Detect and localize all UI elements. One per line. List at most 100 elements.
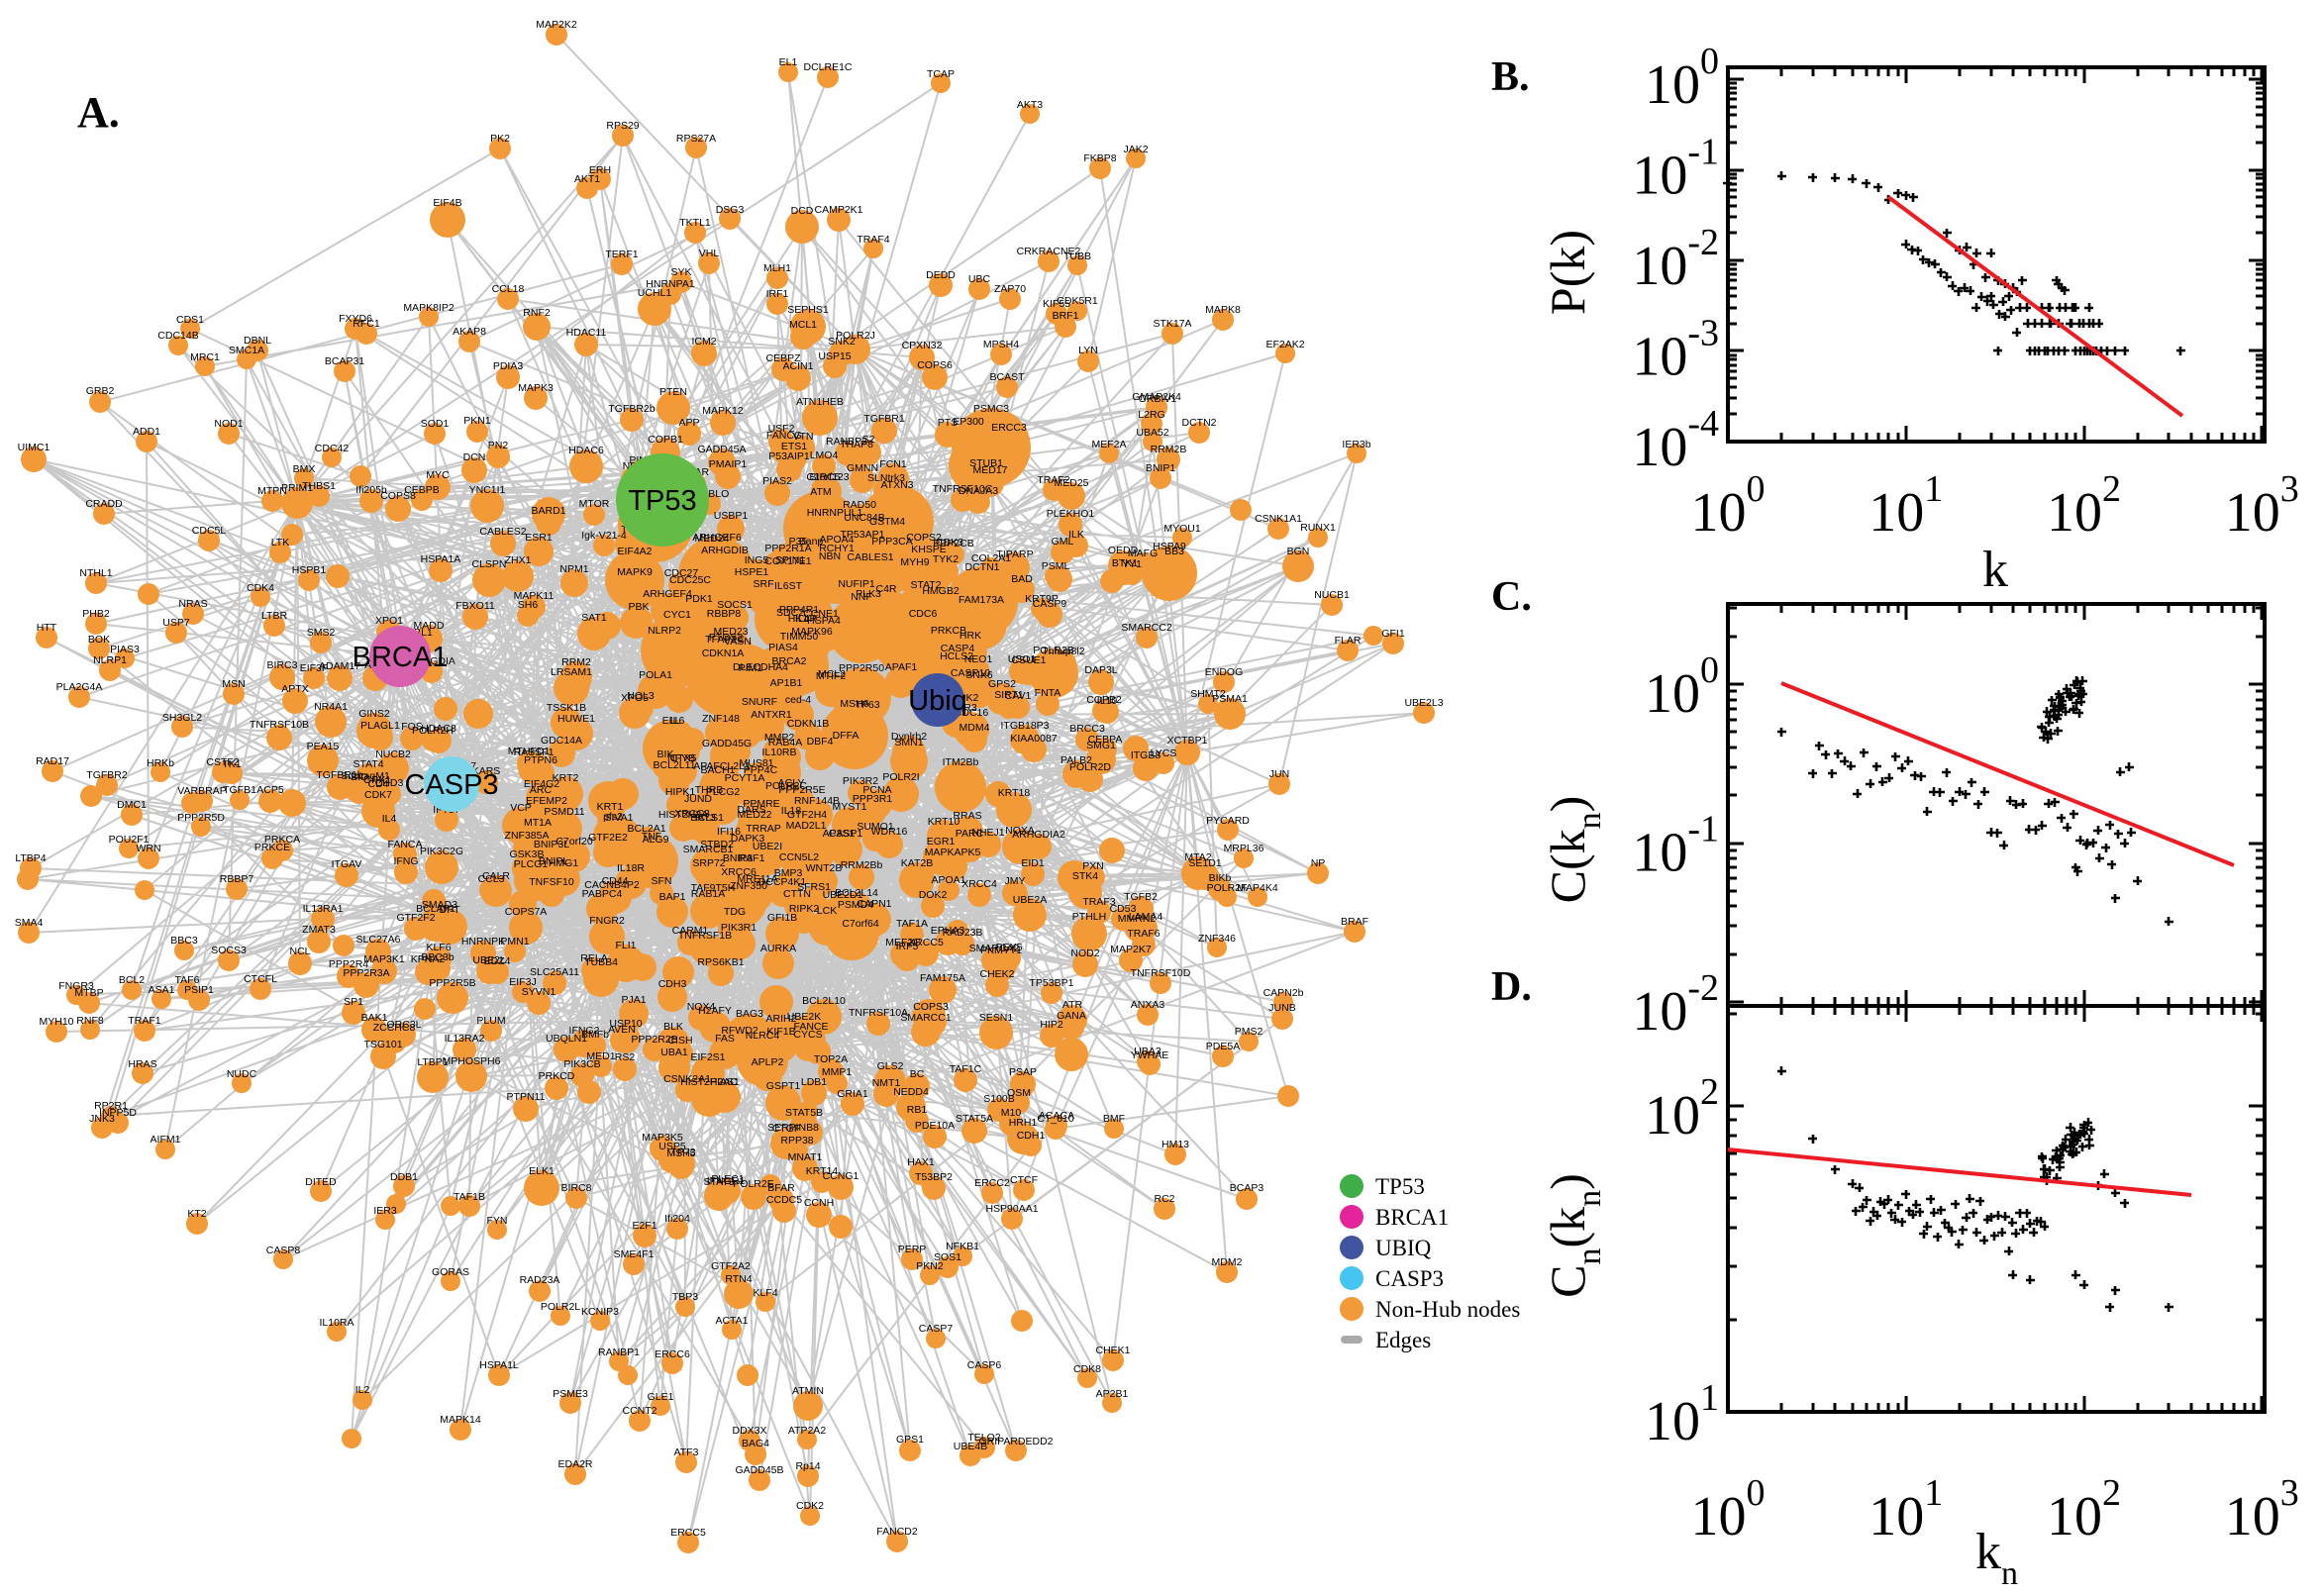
svg-text:INPP5D: INPP5D — [99, 1107, 137, 1119]
svg-text:ARHGDIB: ARHGDIB — [701, 545, 749, 556]
svg-text:UBA3: UBA3 — [1134, 1046, 1162, 1057]
svg-text:PMN1: PMN1 — [500, 936, 529, 948]
svg-text:BCAP31: BCAP31 — [325, 355, 364, 367]
svg-text:CCNE1: CCNE1 — [803, 608, 839, 620]
svg-text:MYH10: MYH10 — [39, 1016, 73, 1028]
svg-text:HM13: HM13 — [1162, 1139, 1189, 1150]
svg-text:COPS6: COPS6 — [917, 359, 953, 371]
svg-text:CDK7: CDK7 — [364, 789, 392, 801]
svg-text:PPP3CA: PPP3CA — [871, 536, 912, 548]
svg-text:CTCF: CTCF — [1010, 1174, 1038, 1186]
svg-text:S100B: S100B — [983, 1093, 1015, 1105]
svg-text:CAPN1: CAPN1 — [857, 898, 891, 910]
svg-text:HMG1: HMG1 — [549, 857, 578, 869]
svg-text:PIK3C2G: PIK3C2G — [420, 846, 463, 857]
svg-text:C7orf20: C7orf20 — [556, 836, 593, 848]
svg-text:TNFSF10: TNFSF10 — [529, 876, 574, 888]
svg-text:ARHGEF4: ARHGEF4 — [643, 588, 692, 600]
svg-text:MUS81: MUS81 — [739, 757, 773, 769]
svg-text:PBK: PBK — [628, 601, 649, 613]
svg-text:POLR2D: POLR2D — [1069, 761, 1111, 773]
svg-text:SMS2: SMS2 — [307, 627, 336, 639]
svg-text:EIF4G2: EIF4G2 — [524, 778, 559, 790]
svg-text:NBN: NBN — [819, 550, 841, 562]
svg-text:IFNGR1: IFNGR1 — [707, 1175, 746, 1187]
svg-text:BNIP3L: BNIP3L — [534, 839, 569, 850]
svg-text:CDC42: CDC42 — [315, 443, 350, 454]
svg-text:TAF1A: TAF1A — [896, 918, 928, 930]
svg-text:RRAS: RRAS — [953, 810, 981, 822]
svg-text:DAP3L: DAP3L — [1084, 664, 1117, 676]
svg-text:VTN: VTN — [793, 431, 814, 443]
svg-text:TGFBR1: TGFBR1 — [863, 413, 905, 425]
svg-text:CYCS: CYCS — [793, 1029, 822, 1041]
svg-text:DCTN2: DCTN2 — [1181, 417, 1216, 429]
svg-text:FNGR2: FNGR2 — [589, 915, 625, 927]
svg-text:ILK: ILK — [1068, 529, 1084, 541]
svg-text:KRT9P: KRT9P — [1025, 593, 1059, 605]
svg-text:PEX5: PEX5 — [996, 942, 1023, 953]
svg-text:RRM2: RRM2 — [561, 656, 591, 668]
svg-text:BRF1: BRF1 — [1053, 310, 1079, 322]
svg-text:MSH6: MSH6 — [840, 698, 868, 710]
svg-text:TP53: TP53 — [1375, 1174, 1425, 1199]
svg-text:MTBP: MTBP — [74, 987, 103, 999]
svg-text:XRCC6: XRCC6 — [721, 866, 757, 878]
svg-text:PSAP: PSAP — [1009, 1066, 1037, 1078]
svg-text:YNC1I1: YNC1I1 — [469, 484, 506, 496]
svg-text:PKMYT1: PKMYT1 — [980, 945, 1022, 956]
svg-text:PPP2R50: PPP2R50 — [839, 662, 884, 674]
svg-text:UBE2D1: UBE2D1 — [823, 889, 863, 901]
svg-text:ELL: ELL — [662, 715, 681, 727]
svg-text:BCLAF1: BCLAF1 — [416, 903, 455, 915]
svg-text:MADD: MADD — [414, 620, 445, 632]
svg-text:RAB4A: RAB4A — [768, 737, 802, 748]
svg-text:L2RG: L2RG — [1138, 409, 1164, 421]
svg-text:TRAF4: TRAF4 — [857, 234, 889, 246]
svg-text:SLC25A11: SLC25A11 — [530, 966, 579, 978]
svg-text:HRK: HRK — [960, 630, 981, 642]
svg-text:FNGR3: FNGR3 — [58, 980, 94, 992]
svg-text:TGFBR2b: TGFBR2b — [608, 403, 655, 415]
svg-text:MNAT1: MNAT1 — [788, 1151, 823, 1163]
svg-text:MCL2: MCL2 — [818, 668, 846, 680]
svg-text:IL13RA2: IL13RA2 — [445, 1033, 485, 1045]
svg-text:DAPK3: DAPK3 — [731, 833, 765, 845]
svg-text:SMN1: SMN1 — [894, 737, 923, 748]
svg-text:CDC16: CDC16 — [955, 707, 989, 719]
svg-text:SMC1A: SMC1A — [229, 345, 264, 356]
svg-text:Ubiq: Ubiq — [908, 685, 967, 717]
svg-text:PRKCD: PRKCD — [539, 1070, 575, 1082]
svg-text:XRCC5: XRCC5 — [908, 937, 944, 948]
svg-text:CASP3: CASP3 — [1375, 1266, 1444, 1291]
svg-text:TYK2: TYK2 — [933, 553, 959, 565]
svg-text:CTX5: CTX5 — [670, 752, 697, 764]
svg-text:STK4: STK4 — [1072, 870, 1098, 882]
svg-text:DBF4: DBF4 — [807, 736, 834, 748]
svg-text:BOK: BOK — [88, 634, 110, 646]
svg-text:COPS3: COPS3 — [913, 1001, 949, 1013]
svg-text:RPP38: RPP38 — [780, 1135, 813, 1147]
svg-text:S2: S2 — [862, 434, 875, 446]
svg-text:RNF8: RNF8 — [76, 1015, 104, 1027]
svg-text:PLUM: PLUM — [476, 1015, 505, 1027]
svg-text:CABLES2: CABLES2 — [479, 526, 526, 538]
svg-text:E2F1: E2F1 — [632, 1220, 656, 1232]
svg-text:COPS7A: COPS7A — [505, 906, 548, 918]
svg-text:TKTL1: TKTL1 — [679, 217, 711, 229]
svg-text:ACP5: ACP5 — [256, 784, 284, 796]
svg-text:BIRC3: BIRC3 — [267, 659, 298, 671]
svg-text:SFRS1: SFRS1 — [797, 881, 831, 893]
svg-text:MED1: MED1 — [586, 1050, 615, 1062]
svg-text:RPS6KB1: RPS6KB1 — [697, 956, 744, 968]
svg-text:HSP90AA1: HSP90AA1 — [985, 1203, 1038, 1215]
svg-text:HRAS: HRAS — [128, 1058, 156, 1070]
svg-text:MAPK9: MAPK9 — [617, 566, 653, 578]
svg-text:JUNB: JUNB — [1268, 1002, 1295, 1014]
svg-text:P35: P35 — [789, 536, 808, 548]
svg-text:DFFA: DFFA — [833, 730, 859, 742]
svg-text:COPS8: COPS8 — [380, 490, 416, 502]
svg-text:MED24: MED24 — [694, 533, 729, 545]
svg-text:PSMD4: PSMD4 — [838, 899, 873, 911]
svg-text:PEA15: PEA15 — [307, 741, 340, 752]
